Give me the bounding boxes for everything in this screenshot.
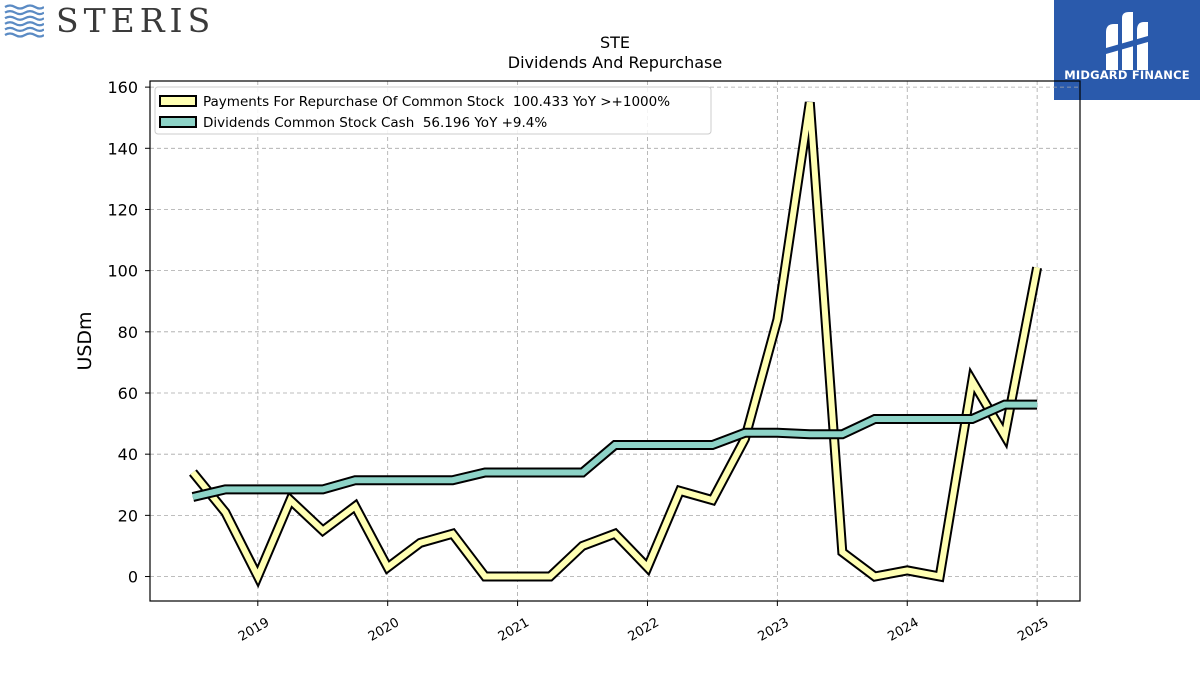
data-point [1036,404,1038,406]
steris-logo: STERIS [4,4,215,38]
y-tick-label: 0 [128,568,138,587]
data-point [224,511,226,513]
data-point [776,432,778,434]
data-point [516,575,519,578]
midgard-m-icon [1106,12,1148,70]
legend-entry-label: Payments For Repurchase Of Common Stock … [203,94,670,110]
data-point [387,566,389,568]
y-axis-label: USDm [74,311,96,370]
data-point [679,490,681,492]
data-point [906,418,908,420]
series-line-outline [189,101,1043,589]
data-point [614,444,616,446]
legend-swatch [159,95,197,107]
data-point [971,380,973,382]
data-point [646,444,649,446]
data-point [354,505,356,507]
legend-entry-label: Dividends Common Stock Cash 56.196 YoY +… [203,115,547,131]
legend-swatch [159,116,197,128]
data-point [419,479,421,481]
data-point [711,499,714,501]
x-tick-label: 2024 [885,615,921,645]
y-tick-label: 140 [107,139,138,158]
data-point [484,471,486,474]
y-tick-label: 100 [107,262,138,281]
x-tick-label: 2020 [366,615,402,645]
x-tick-label: 2022 [626,615,662,645]
data-point [257,575,259,578]
y-tick-label: 120 [107,200,138,219]
x-tick-label: 2021 [496,615,532,645]
x-tick-label: 2019 [236,615,272,645]
data-point [744,438,746,440]
data-point [257,488,259,490]
data-point [484,575,486,578]
data-point [581,545,584,547]
y-tick-label: 40 [118,445,138,464]
midgard-finance-logo: MIDGARD FINANCE [1054,0,1200,100]
y-tick-label: 160 [107,78,138,97]
data-point [322,488,324,490]
data-point [289,499,291,501]
y-axis: 0 20 40 60 80 100 120 140 160 [107,78,150,587]
data-point [192,471,194,474]
y-tick-label: 20 [118,506,138,525]
legend: Payments For Repurchase Of Common Stock … [154,86,712,135]
plot-frame [149,80,1081,602]
data-point [614,533,616,535]
data-point [874,575,876,578]
legend-box [154,86,712,135]
data-point [841,551,843,553]
grid-lines [150,81,1080,601]
x-tick-label: 2025 [1015,615,1051,645]
data-point [387,479,389,481]
data-point [354,479,356,481]
data-point [192,496,194,498]
chart-title: STE [600,33,630,52]
chart-subtitle: Dividends And Repurchase [508,53,722,72]
y-tick-label: 60 [118,384,138,403]
data-point [939,575,941,578]
data-point [874,418,876,420]
series-line [190,101,1041,584]
data-point [679,444,681,446]
data-point [1004,404,1006,406]
midgard-finance-logo-text: MIDGARD FINANCE [1064,68,1190,82]
data-point [906,569,908,572]
data-point [809,101,811,104]
series-layer [189,101,1043,589]
series-2 [191,399,1038,502]
data-point [224,488,226,490]
data-point [841,433,843,435]
data-point [971,418,973,420]
data-point [322,530,324,532]
wave-lines-icon [4,4,44,38]
data-point [744,432,746,434]
data-point [1036,266,1038,269]
data-point [419,542,421,544]
data-point [452,533,454,535]
series-1 [189,101,1043,589]
data-point [646,566,649,568]
data-point [289,488,291,490]
data-point [516,471,519,474]
data-point [1004,435,1006,437]
data-point [776,318,778,321]
data-point [711,444,714,446]
data-point [809,433,811,435]
data-point [939,418,941,420]
x-axis: 2019 2020 2021 2022 2023 2024 2025 [236,601,1051,645]
y-tick-label: 80 [118,323,138,342]
data-point [549,471,551,474]
steris-logo-text: STERIS [56,1,216,40]
data-point [452,479,454,481]
data-point [549,575,551,578]
x-tick-label: 2023 [756,615,792,645]
data-point [581,471,584,474]
